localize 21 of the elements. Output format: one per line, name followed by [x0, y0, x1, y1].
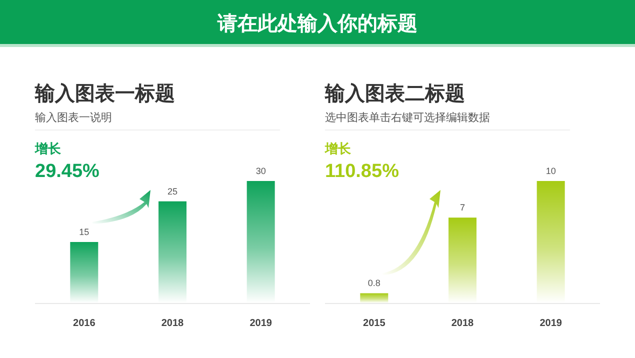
data-label: 25 [167, 186, 178, 196]
chart-subtitle: 输入图表一说明 [35, 111, 112, 124]
chart-title: 输入图表一标题 [34, 82, 175, 105]
data-label: 0.8 [368, 278, 380, 288]
data-label: 30 [256, 166, 266, 176]
x-tick-label: 2018 [451, 318, 474, 329]
data-label: 10 [546, 166, 556, 176]
data-label: 7 [460, 202, 466, 213]
chart-title: 输入图表二标题 [324, 82, 465, 105]
text: 请在此处输入你的标题 [216, 12, 418, 35]
x-tick-label: 2016 [73, 318, 96, 329]
text: 增长 [324, 141, 352, 156]
annotation: 110.85% [325, 161, 400, 182]
x-tick-label: 2019 [250, 318, 272, 329]
x-tick-label: 2019 [540, 318, 562, 329]
x-tick-label: 2018 [161, 318, 184, 329]
annotation: 29.45% [35, 161, 100, 182]
text: 增长 [34, 141, 62, 156]
x-tick-label: 2015 [363, 318, 386, 329]
data-label: 15 [79, 227, 90, 237]
chart-subtitle: 选中图表单击右键可选择编辑数据 [325, 111, 490, 124]
